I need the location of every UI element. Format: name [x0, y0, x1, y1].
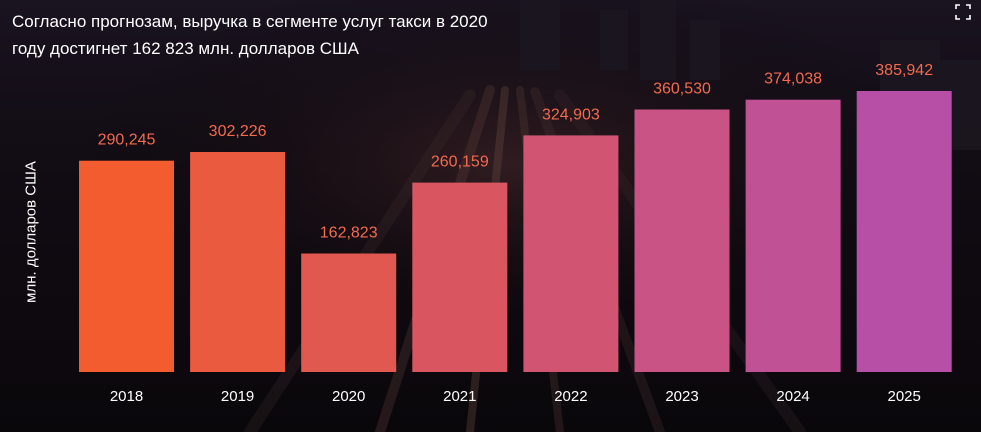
bar-2019 [190, 152, 286, 372]
value-label-2019: 302,226 [209, 123, 267, 140]
x-tick-label-2020: 2020 [332, 388, 365, 405]
value-label-2024: 374,038 [764, 71, 822, 88]
x-tick-label-2021: 2021 [443, 388, 476, 405]
x-tick-label-2019: 2019 [221, 388, 254, 405]
bar-2023 [634, 109, 730, 372]
value-label-2020: 162,823 [320, 225, 378, 242]
x-tick-label-2024: 2024 [776, 388, 809, 405]
value-label-2023: 360,530 [653, 81, 711, 98]
value-label-2022: 324,903 [542, 106, 600, 123]
bar-2025 [856, 91, 952, 372]
chart-title: Согласно прогнозам, выручка в сегменте у… [12, 8, 632, 62]
bar-2022 [523, 135, 619, 372]
chart-title-line-1: Согласно прогнозам, выручка в сегменте у… [12, 12, 488, 31]
chart-title-line-2: году достигнет 162 823 млн. долларов США [12, 39, 359, 58]
x-tick-label-2022: 2022 [554, 388, 587, 405]
value-label-2018: 290,245 [98, 132, 156, 149]
x-tick-label-2025: 2025 [888, 388, 921, 405]
bar-2020 [301, 253, 397, 372]
value-label-2025: 385,942 [875, 62, 933, 79]
x-tick-label-2018: 2018 [110, 388, 143, 405]
bar-2021 [412, 182, 508, 372]
expand-icon[interactable] [955, 4, 971, 20]
bar-2024 [745, 99, 841, 372]
value-label-2021: 260,159 [431, 154, 489, 171]
x-tick-label-2023: 2023 [665, 388, 698, 405]
bar-2018 [79, 160, 174, 372]
